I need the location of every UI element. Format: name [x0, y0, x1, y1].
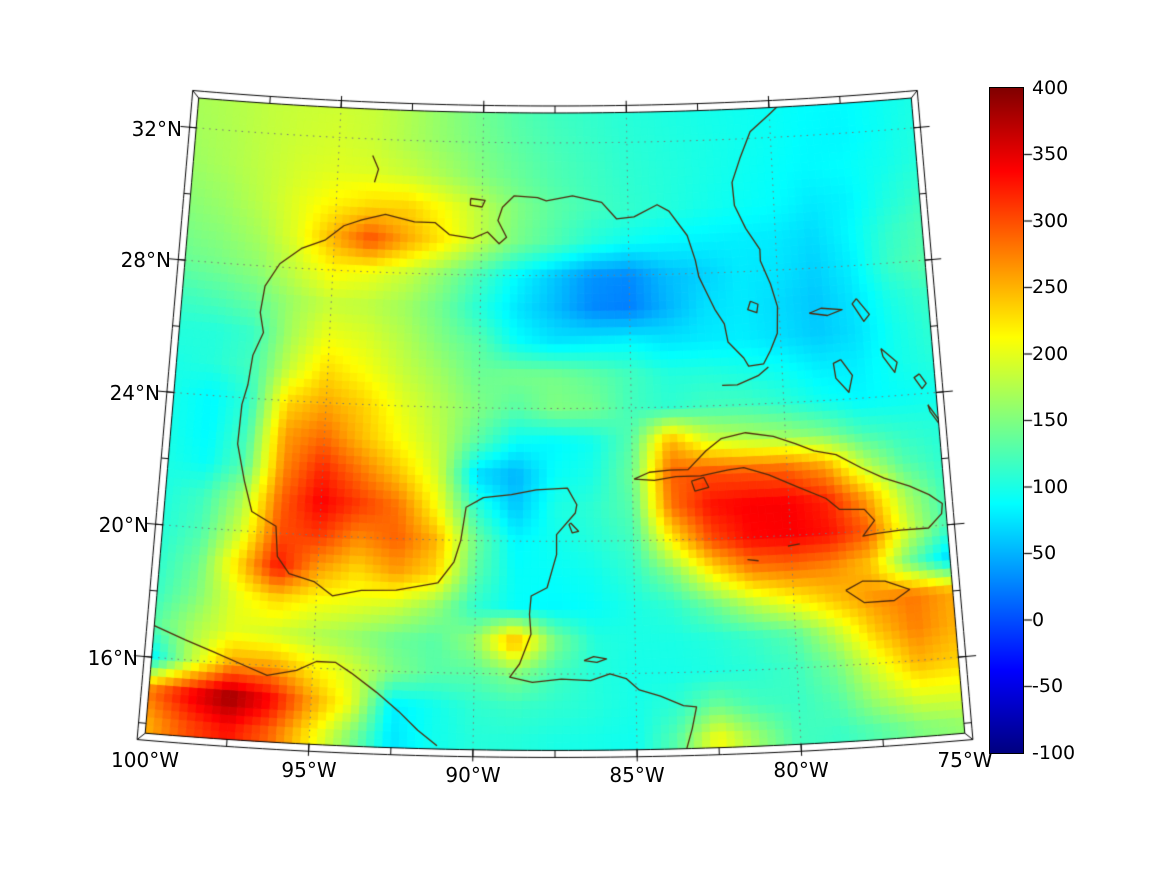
lon-label-80w: 80°W	[773, 758, 829, 782]
lat-label-32n: 32°N	[131, 117, 182, 141]
colorbar-tick-label: 350	[1032, 143, 1069, 165]
lon-label-95w: 95°W	[281, 758, 337, 782]
lat-label-24n: 24°N	[109, 381, 160, 405]
colorbar-tick-label: 100	[1032, 476, 1069, 498]
colorbar-tick-label: 0	[1032, 609, 1045, 631]
colorbar	[989, 87, 1024, 754]
colorbar-tick-label: 300	[1032, 210, 1069, 232]
colorbar-tick-label: 200	[1032, 343, 1069, 365]
lon-label-100w: 100°W	[111, 748, 179, 772]
colorbar-tick-label: 150	[1032, 409, 1069, 431]
lon-label-90w: 90°W	[445, 763, 501, 787]
colorbar-tick-label: 400	[1032, 77, 1069, 99]
lon-label-75w: 75°W	[937, 748, 993, 772]
colorbar-tick-label: 50	[1032, 542, 1057, 564]
colorbar-tick-label: -50	[1032, 675, 1064, 697]
lat-label-20n: 20°N	[98, 513, 149, 537]
lat-label-28n: 28°N	[120, 248, 171, 272]
colorbar-tick-label: 250	[1032, 276, 1069, 298]
colorbar-tick-label: -100	[1032, 742, 1076, 764]
lat-label-16n: 16°N	[87, 646, 138, 670]
lon-label-85w: 85°W	[609, 763, 665, 787]
